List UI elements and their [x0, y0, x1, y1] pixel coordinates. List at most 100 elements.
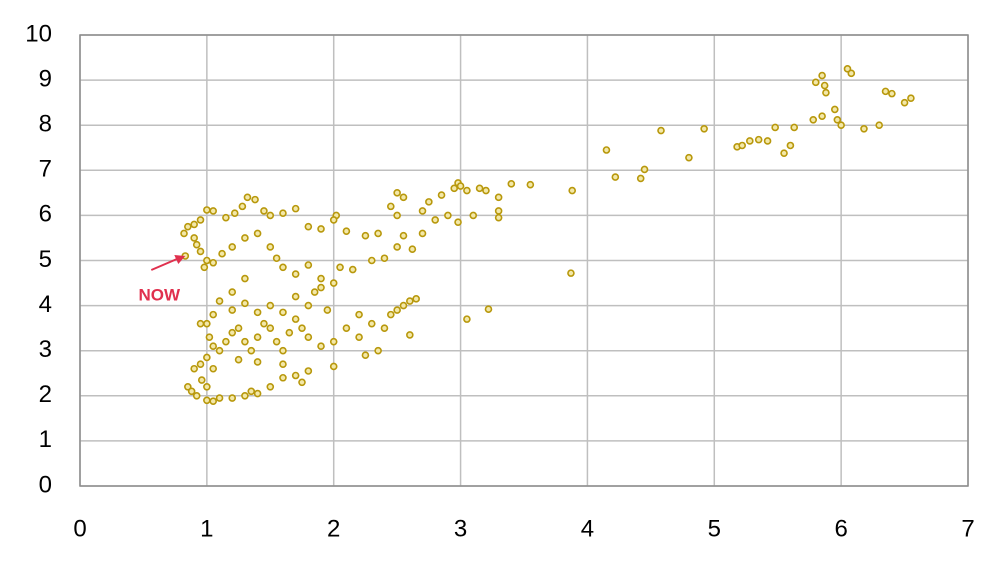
x-tick-label: 3: [454, 515, 467, 542]
scatter-point: [567, 269, 575, 277]
scatter-point: [180, 229, 188, 238]
scatter-point: [203, 206, 211, 214]
scatter-point: [830, 105, 839, 114]
y-tick-label: 9: [39, 65, 52, 92]
scatter-point: [469, 211, 478, 220]
scatter-point: [253, 358, 262, 366]
scatter-point: [291, 371, 300, 380]
scatter-point: [700, 125, 708, 133]
scatter-point: [790, 123, 799, 132]
scatter-point: [811, 78, 820, 87]
scatter-point: [317, 342, 325, 350]
scatter-point: [329, 362, 338, 371]
scatter-point: [361, 231, 370, 240]
scatter-point: [304, 333, 313, 341]
y-tick-label: 2: [39, 381, 52, 408]
scatter-point: [241, 299, 249, 308]
scatter-point: [685, 153, 693, 162]
scatter-point: [900, 98, 909, 107]
scatter-point: [657, 126, 665, 135]
scatter-point: [190, 364, 198, 373]
scatter-point: [266, 211, 275, 220]
scatter-point: [494, 213, 503, 222]
x-tick-label: 5: [708, 515, 721, 542]
scatter-point: [484, 305, 493, 314]
scatter-point: [279, 346, 287, 355]
scatter-point: [780, 149, 788, 157]
scatter-point: [380, 324, 389, 332]
scatter-point: [611, 173, 620, 181]
scatter-point: [228, 288, 237, 296]
scatter-point: [329, 216, 338, 224]
scatter-point: [408, 245, 417, 254]
scatter-point: [241, 274, 249, 283]
scatter-point: [298, 378, 306, 387]
scatter-point: [241, 234, 249, 242]
scatter-point: [209, 310, 217, 319]
scatter-point: [374, 229, 382, 238]
scatter-point: [228, 306, 237, 314]
scatter-point: [196, 247, 205, 256]
x-tick-label: 0: [73, 515, 86, 542]
scatter-point: [386, 310, 395, 319]
scatter-point: [203, 382, 211, 391]
scatter-point: [279, 263, 287, 272]
scatter-point: [323, 306, 332, 314]
scatter-point: [222, 213, 230, 222]
plot-border: [79, 34, 969, 487]
scatter-point: [418, 229, 427, 238]
scatter-point: [406, 331, 414, 339]
scatter-point: [253, 229, 262, 238]
scatter-point: [771, 123, 779, 132]
y-tick-label: 5: [39, 246, 52, 273]
x-tick-label: 2: [327, 515, 340, 542]
scatter-point: [291, 292, 300, 301]
scatter-point: [809, 115, 818, 124]
scatter-point: [444, 211, 452, 220]
scatter-point: [786, 141, 795, 150]
scatter-point: [746, 137, 754, 145]
x-tick-label: 7: [961, 515, 974, 542]
scatter-point: [406, 297, 414, 305]
scatter-point: [266, 324, 275, 332]
scatter-point: [380, 254, 389, 263]
scatter-point: [209, 207, 217, 215]
scatter-point: [348, 265, 357, 274]
scatter-point: [218, 249, 226, 258]
scatter-point: [291, 270, 300, 278]
scatter-point: [266, 382, 275, 391]
scatter-point: [507, 180, 516, 188]
scatter-point: [342, 227, 351, 235]
scatter-point: [450, 184, 459, 193]
annotation-label: NOW: [139, 285, 182, 304]
scatter-point: [526, 180, 535, 189]
scatter-point: [272, 337, 281, 346]
scatter-point: [251, 195, 259, 204]
scatter-point: [336, 263, 344, 272]
scatter-point: [602, 146, 611, 154]
scatter-point: [203, 396, 211, 405]
scatter-point: [393, 211, 401, 220]
scatter-point: [184, 222, 192, 231]
scatter-point: [304, 261, 313, 269]
scatter-point: [482, 186, 490, 195]
scatter-point: [209, 397, 217, 406]
scatter-point: [228, 328, 237, 337]
scatter-point: [234, 324, 243, 332]
scatter-point: [247, 387, 256, 396]
scatter-point: [215, 346, 224, 355]
scatter-point: [463, 315, 471, 323]
scatter-point: [355, 333, 363, 341]
x-tick-label: 4: [581, 515, 594, 542]
scatter-point: [230, 209, 239, 217]
scatter-point: [222, 337, 230, 346]
scatter-point: [304, 367, 313, 375]
x-tick-label: 6: [834, 515, 847, 542]
scatter-point: [234, 355, 243, 364]
scatter-point: [454, 218, 462, 226]
scatter-point: [228, 243, 237, 251]
scatter-point: [393, 243, 401, 251]
scatter-point: [837, 121, 845, 129]
scatter-point: [361, 351, 370, 360]
scatter-point: [253, 333, 262, 341]
